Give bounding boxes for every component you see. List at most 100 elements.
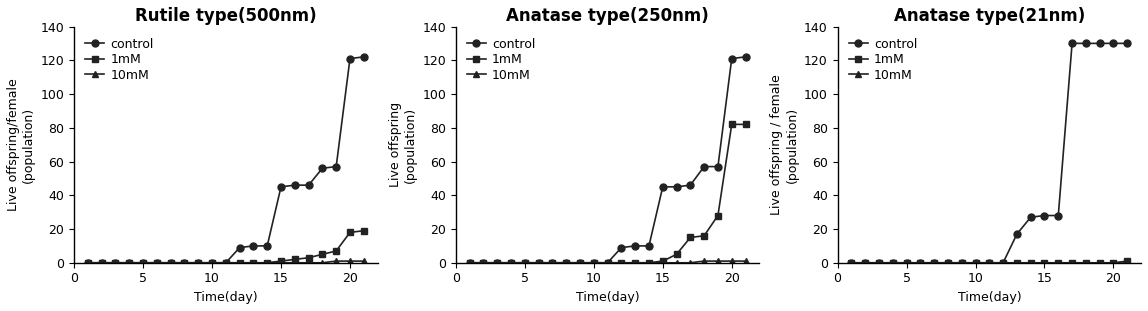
control [914, 261, 928, 265]
control [941, 261, 955, 265]
control [559, 261, 573, 265]
10mM [955, 261, 969, 265]
control [1120, 41, 1134, 45]
control [738, 55, 752, 59]
10mM [559, 261, 573, 265]
10mM [476, 261, 490, 265]
1mM [343, 230, 357, 234]
control [669, 185, 683, 189]
1mM [983, 261, 996, 265]
10mM [150, 261, 164, 265]
10mM [518, 261, 532, 265]
10mM [357, 259, 371, 263]
control [518, 261, 532, 265]
control [969, 261, 983, 265]
10mM [983, 261, 996, 265]
Line: control: control [85, 53, 367, 266]
10mM [82, 261, 95, 265]
control [845, 261, 859, 265]
10mM [1107, 261, 1120, 265]
control [95, 261, 109, 265]
10mM [914, 261, 928, 265]
1mM [1038, 261, 1052, 265]
10mM [504, 261, 518, 265]
1mM [1093, 261, 1107, 265]
control [164, 261, 178, 265]
1mM [656, 259, 669, 263]
1mM [845, 261, 859, 265]
10mM [137, 261, 150, 265]
control [711, 165, 724, 169]
1mM [600, 261, 614, 265]
10mM [1065, 261, 1079, 265]
control [886, 261, 900, 265]
control [1065, 41, 1079, 45]
control [261, 244, 274, 248]
Title: Anatase type(21nm): Anatase type(21nm) [893, 7, 1085, 25]
1mM [302, 256, 316, 260]
Title: Rutile type(500nm): Rutile type(500nm) [135, 7, 317, 25]
1mM [1024, 261, 1038, 265]
control [1038, 214, 1052, 217]
control [288, 183, 302, 187]
1mM [545, 261, 559, 265]
10mM [109, 261, 123, 265]
1mM [329, 249, 343, 253]
10mM [95, 261, 109, 265]
Line: control: control [848, 40, 1131, 266]
10mM [969, 261, 983, 265]
control [683, 183, 697, 187]
1mM [724, 123, 738, 126]
1mM [738, 123, 752, 126]
10mM [302, 261, 316, 265]
Y-axis label: Live offspring / female
(population): Live offspring / female (population) [770, 74, 798, 215]
10mM [261, 261, 274, 265]
control [872, 261, 886, 265]
10mM [329, 259, 343, 263]
control [463, 261, 476, 265]
1mM [82, 261, 95, 265]
control [628, 244, 642, 248]
10mM [614, 261, 628, 265]
10mM [941, 261, 955, 265]
control [178, 261, 192, 265]
1mM [109, 261, 123, 265]
10mM [697, 259, 711, 263]
10mM [1010, 261, 1024, 265]
control [274, 185, 288, 189]
control [928, 261, 941, 265]
10mM [859, 261, 872, 265]
1mM [683, 236, 697, 239]
1mM [274, 259, 288, 263]
control [219, 261, 233, 265]
1mM [532, 261, 545, 265]
1mM [150, 261, 164, 265]
1mM [859, 261, 872, 265]
control [1010, 232, 1024, 236]
control [247, 244, 261, 248]
10mM [545, 261, 559, 265]
control [573, 261, 587, 265]
control [600, 261, 614, 265]
1mM [476, 261, 490, 265]
control [983, 261, 996, 265]
1mM [872, 261, 886, 265]
control [1107, 41, 1120, 45]
10mM [600, 261, 614, 265]
1mM [288, 258, 302, 261]
control [724, 57, 738, 60]
Line: 1mM: 1mM [85, 227, 367, 266]
control [545, 261, 559, 265]
1mM [178, 261, 192, 265]
10mM [316, 261, 329, 265]
control [996, 261, 1010, 265]
1mM [669, 253, 683, 256]
1mM [996, 261, 1010, 265]
10mM [532, 261, 545, 265]
10mM [669, 261, 683, 265]
10mM [192, 261, 205, 265]
10mM [1038, 261, 1052, 265]
control [302, 183, 316, 187]
control [656, 185, 669, 189]
1mM [587, 261, 600, 265]
